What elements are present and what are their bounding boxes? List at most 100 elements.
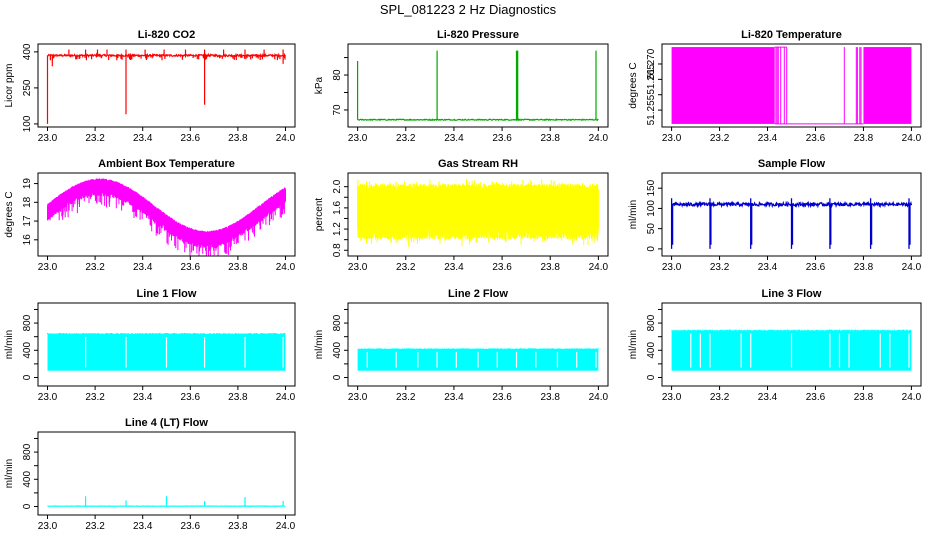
- series-temperature: [671, 46, 912, 125]
- y-tick-label: 400: [22, 43, 33, 60]
- y-axis-label: ml/min: [314, 330, 325, 359]
- y-tick-label: 400: [22, 342, 33, 359]
- x-tick-label: 23.6: [806, 392, 826, 403]
- x-tick-label: 23.8: [854, 392, 874, 403]
- series-line: [47, 496, 286, 507]
- x-tick-label: 23.0: [348, 262, 368, 273]
- series-rh: [357, 179, 599, 247]
- panel-co2: Li-820 CO2 Licor ppm 23.0 23.2 23.4 23.6 23.8 2…: [4, 29, 296, 144]
- series-box_temp: [47, 178, 286, 256]
- y-tick-label: 0: [332, 374, 343, 380]
- y-tick-label: 250: [22, 79, 33, 96]
- y-axis-label: percent: [314, 198, 325, 232]
- y-tick-label: 100: [22, 115, 33, 132]
- panel-rh: Gas Stream RH percent 23.0 23.2 23.4 23.6 23.8…: [314, 158, 609, 273]
- plot-frame: [661, 302, 922, 387]
- x-tick-label: 23.2: [710, 262, 730, 273]
- panel-temperature: Li-820 Temperature degrees C 23.0 23.2 23.4 2…: [628, 29, 922, 144]
- x-tick-label: 24.0: [902, 133, 922, 144]
- x-tick-label: 23.4: [758, 133, 778, 144]
- y-axis-label: degrees C: [4, 191, 15, 237]
- x-tick-label: 23.0: [38, 392, 58, 403]
- series-pressure: [357, 50, 599, 122]
- series-line: [46, 49, 287, 124]
- x-tick-label: 23.8: [228, 392, 248, 403]
- y-axis-label: degrees C: [628, 62, 639, 108]
- panel-box_temp: Ambient Box Temperature degrees C 23.0 23.2…: [4, 158, 296, 273]
- x-tick-label: 23.8: [854, 133, 874, 144]
- x-tick-label: 23.2: [396, 133, 416, 144]
- x-tick-label: 23.4: [444, 392, 464, 403]
- x-tick-label: 23.6: [181, 262, 201, 273]
- x-tick-label: 23.2: [710, 392, 730, 403]
- plot-frame: [347, 43, 609, 128]
- y-tick-label: 800: [332, 314, 343, 331]
- x-tick-label: 23.4: [758, 262, 778, 273]
- x-tick-label: 23.0: [662, 262, 682, 273]
- y-tick-label: 51.265: [646, 64, 657, 95]
- x-tick-label: 24.0: [276, 133, 296, 144]
- x-tick-label: 23.4: [444, 262, 464, 273]
- band-jitter: [671, 329, 912, 331]
- series-line3: [671, 329, 912, 371]
- x-tick-label: 23.8: [540, 392, 560, 403]
- x-tick-label: 23.6: [806, 262, 826, 273]
- x-tick-label: 23.8: [540, 262, 560, 273]
- y-tick-label: 1.6: [332, 200, 343, 214]
- filled-block: [671, 47, 775, 124]
- y-tick-label: 400: [646, 342, 657, 359]
- x-tick-label: 23.6: [492, 392, 512, 403]
- y-tick-label: 18: [22, 196, 33, 208]
- x-tick-label: 23.4: [758, 392, 778, 403]
- x-tick-label: 23.8: [540, 133, 560, 144]
- y-tick-label: 16: [22, 234, 33, 246]
- x-tick-label: 23.6: [181, 133, 201, 144]
- panel-title: Gas Stream RH: [438, 158, 518, 170]
- panel-title: Line 4 (LT) Flow: [125, 417, 208, 429]
- series-co2: [46, 49, 287, 124]
- x-tick-label: 23.0: [38, 133, 58, 144]
- plot-frame: [37, 172, 296, 257]
- y-tick-label: 400: [332, 342, 343, 359]
- x-tick-label: 23.6: [181, 521, 201, 532]
- panel-title: Line 3 Flow: [762, 288, 822, 300]
- band-jitter: [47, 332, 286, 334]
- y-tick-label: 19: [22, 178, 33, 190]
- y-tick-label: 1.2: [332, 222, 343, 236]
- x-tick-label: 23.6: [181, 392, 201, 403]
- panel-title: Li-820 CO2: [138, 29, 195, 41]
- y-axis-label: ml/min: [4, 459, 15, 488]
- x-tick-label: 24.0: [589, 392, 609, 403]
- panel-line3: Line 3 Flow ml/min 23.0 23.2 23.4 23.6 23.8 24.…: [628, 288, 922, 403]
- y-tick-label: 2.0: [332, 179, 343, 193]
- series-line: [357, 179, 599, 247]
- panel-sample_flow: Sample Flow ml/min 23.0 23.2 23.4 23.6 23.8 24.…: [628, 158, 922, 273]
- y-tick-label: 51.270: [646, 48, 657, 79]
- x-tick-label: 23.0: [348, 133, 368, 144]
- band-jitter: [357, 348, 599, 349]
- y-tick-label: 0: [22, 503, 33, 509]
- y-tick-label: 0: [646, 246, 657, 252]
- x-tick-label: 23.0: [662, 392, 682, 403]
- y-tick-label: 400: [22, 471, 33, 488]
- series-line: [774, 46, 864, 125]
- series-line1: [47, 332, 286, 371]
- y-tick-label: 0: [646, 374, 657, 380]
- x-tick-label: 23.4: [133, 262, 153, 273]
- x-tick-label: 23.0: [38, 262, 58, 273]
- x-tick-label: 23.2: [710, 133, 730, 144]
- y-tick-label: 100: [646, 200, 657, 217]
- x-tick-label: 23.0: [38, 521, 58, 532]
- x-tick-label: 23.4: [133, 521, 153, 532]
- x-tick-label: 23.2: [85, 392, 105, 403]
- series-line: [670, 198, 913, 249]
- x-tick-label: 23.6: [492, 262, 512, 273]
- panel-pressure: Li-820 Pressure kPa 23.0 23.2 23.4 23.6 23.8 24…: [314, 29, 609, 144]
- plot-frame: [347, 172, 609, 257]
- y-tick-label: 80: [332, 69, 343, 81]
- panel-title: Line 2 Flow: [448, 288, 508, 300]
- x-tick-label: 23.0: [348, 392, 368, 403]
- panel-title: Sample Flow: [758, 158, 826, 170]
- panel-title: Ambient Box Temperature: [98, 158, 235, 170]
